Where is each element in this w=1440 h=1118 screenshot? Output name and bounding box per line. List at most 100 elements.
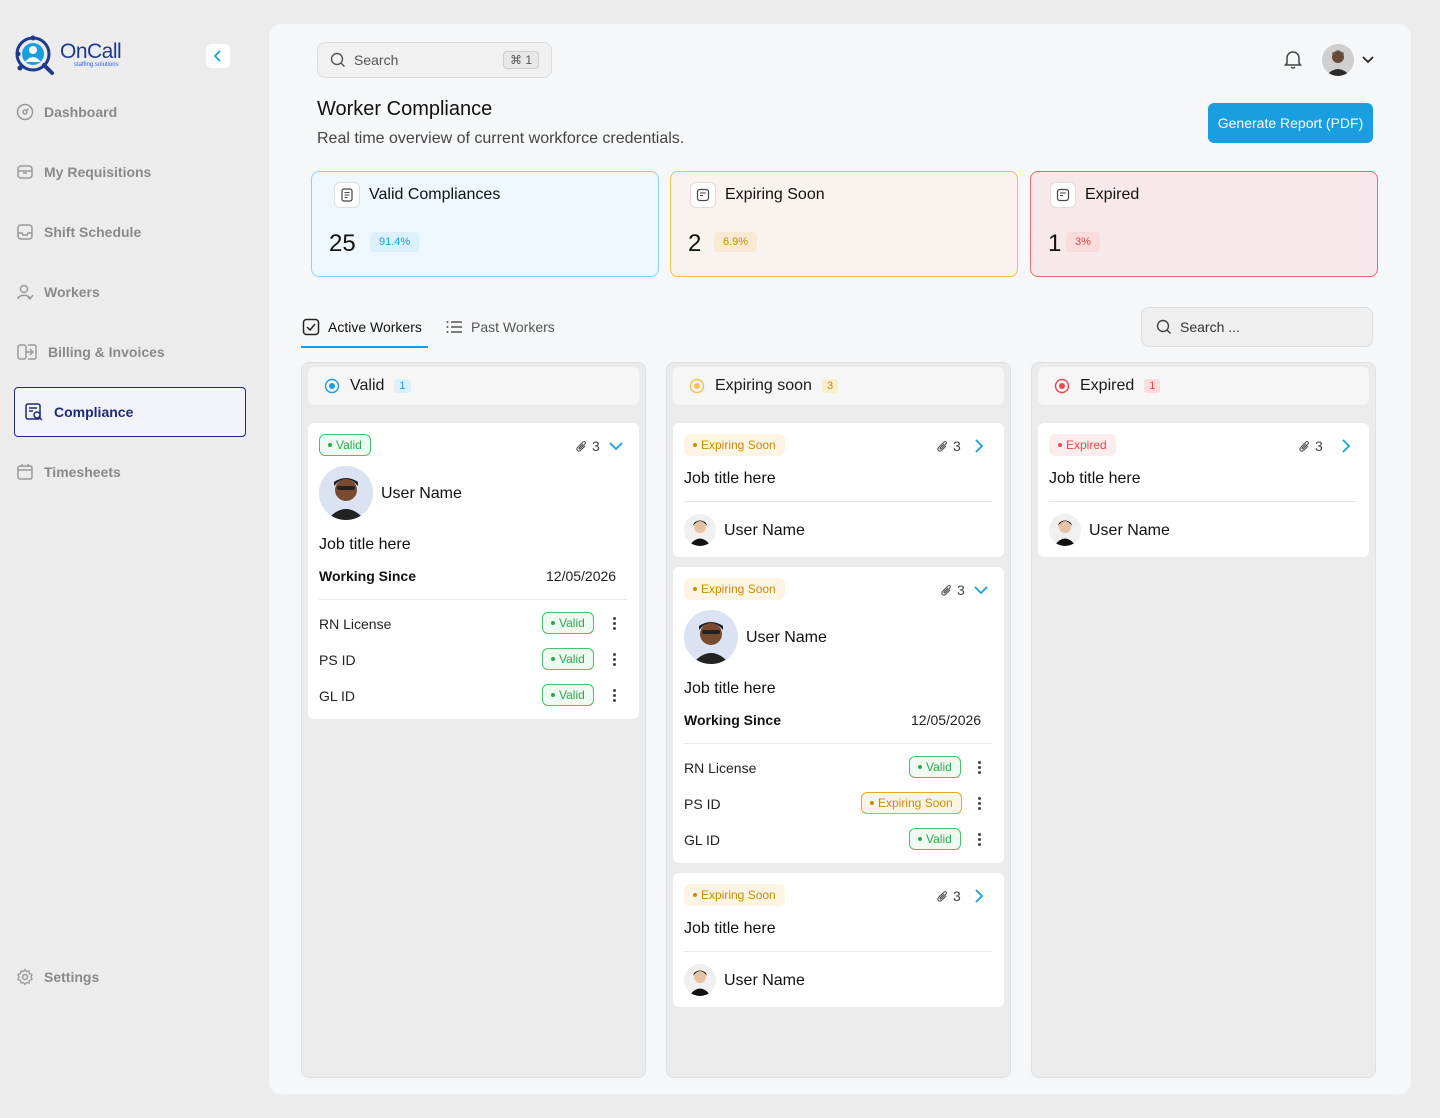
stat-title: Expired <box>1085 186 1140 203</box>
credential-status-badge: Valid <box>542 684 594 706</box>
status-badge: Valid <box>319 434 371 456</box>
attachments-count[interactable]: 3 <box>1298 438 1323 454</box>
stat-card-valid: Valid Compliances 25 91.4% <box>311 171 659 277</box>
chevron-right-icon <box>1342 439 1351 453</box>
open-card-button[interactable] <box>1340 438 1352 454</box>
expand-card-button[interactable] <box>608 439 624 453</box>
page-title: Worker Compliance <box>317 98 493 120</box>
collapse-sidebar-button[interactable] <box>206 44 230 68</box>
sidebar-item-label: Settings <box>44 969 100 985</box>
more-options-icon[interactable] <box>978 759 982 776</box>
user-name: User Name <box>1089 522 1170 539</box>
bell-icon <box>1284 51 1302 69</box>
sidebar-item-shift-schedule[interactable]: Shift Schedule <box>14 207 246 257</box>
credential-name: GL ID <box>684 832 721 848</box>
column-count: 1 <box>1144 379 1161 393</box>
user-menu-toggle[interactable] <box>1361 53 1375 67</box>
user-avatar[interactable] <box>1322 44 1354 76</box>
open-card-button[interactable] <box>973 888 985 904</box>
attachments-count[interactable]: 3 <box>940 582 965 598</box>
column-title: Expired <box>1080 377 1135 394</box>
user-name: User Name <box>746 629 827 646</box>
sidebar-item-label: Shift Schedule <box>44 224 142 240</box>
global-search-input[interactable]: Search ⌘ 1 <box>317 42 552 78</box>
worker-card[interactable]: Expiring Soon 3 Job title here User Name <box>673 873 1004 1007</box>
attachments-count[interactable]: 3 <box>936 438 961 454</box>
more-options-icon[interactable] <box>978 795 982 812</box>
worker-card[interactable]: Valid 3 User Name Job title here Working… <box>308 423 639 719</box>
job-title: Job title here <box>684 680 776 697</box>
avatar <box>684 964 716 996</box>
document-icon <box>334 182 360 208</box>
user-name: User Name <box>724 522 805 539</box>
more-options-icon[interactable] <box>613 687 617 704</box>
attachments-count[interactable]: 3 <box>575 438 600 454</box>
box-icon <box>17 165 33 179</box>
gear-icon <box>17 968 33 986</box>
attachments-count[interactable]: 3 <box>936 888 961 904</box>
paperclip-icon <box>941 584 951 596</box>
column-header: Valid 1 <box>308 367 639 405</box>
sidebar-item-workers[interactable]: Workers <box>14 267 246 317</box>
chevron-down-icon <box>1362 56 1374 64</box>
worker-card[interactable]: Expired 3 Job title here User Name <box>1038 423 1369 557</box>
worker-card[interactable]: Expiring Soon 3 Job title here User Name <box>673 423 1004 557</box>
sidebar-item-timesheets[interactable]: Timesheets <box>14 447 246 497</box>
stat-value: 25 <box>329 230 356 257</box>
compliance-icon <box>25 403 43 421</box>
column-count: 1 <box>394 379 411 393</box>
stat-card-expiring: Expiring Soon 2 6.9% <box>670 171 1018 277</box>
more-options-icon[interactable] <box>978 831 982 848</box>
column-count: 3 <box>821 379 839 393</box>
sidebar-item-settings[interactable]: Settings <box>14 952 246 1002</box>
working-since-label: Working Since <box>319 568 416 584</box>
sidebar-item-billing[interactable]: Billing & Invoices <box>14 327 246 377</box>
brand-name: OnCall <box>60 40 122 63</box>
search-shortcut-badge: ⌘ 1 <box>502 51 539 69</box>
workers-search-input[interactable]: Search ... <box>1141 307 1373 347</box>
checkbox-icon <box>302 318 320 336</box>
search-icon <box>330 52 345 67</box>
sidebar-item-compliance[interactable]: Compliance <box>14 387 246 437</box>
sidebar-item-label: Billing & Invoices <box>48 344 165 360</box>
dashboard-icon <box>16 103 34 121</box>
chevron-down-icon <box>609 442 623 451</box>
more-options-icon[interactable] <box>613 615 617 632</box>
oncall-logo-icon <box>15 35 54 75</box>
search-placeholder: Search ... <box>1180 319 1240 335</box>
worker-card[interactable]: Expiring Soon 3 User Name Job title here… <box>673 567 1004 863</box>
open-card-button[interactable] <box>973 438 985 454</box>
chevron-down-icon <box>974 586 988 595</box>
avatar <box>684 610 738 664</box>
status-badge: Expiring Soon <box>684 578 785 600</box>
tab-past-workers[interactable]: Past Workers <box>445 306 555 348</box>
user-icon <box>17 284 34 300</box>
credential-status-badge: Valid <box>909 756 961 778</box>
more-options-icon[interactable] <box>613 651 617 668</box>
sidebar-item-requisitions[interactable]: My Requisitions <box>14 147 246 197</box>
credential-status-badge: Valid <box>542 612 594 634</box>
working-since-date: 12/05/2026 <box>911 712 982 728</box>
radio-status-icon <box>689 378 705 394</box>
avatar <box>684 514 716 546</box>
tab-active-workers[interactable]: Active Workers <box>302 306 422 348</box>
user-name: User Name <box>724 972 805 989</box>
tab-active-indicator <box>301 346 428 348</box>
expand-card-button[interactable] <box>973 583 989 597</box>
sidebar-item-label: My Requisitions <box>44 164 152 180</box>
paperclip-icon <box>937 440 947 452</box>
column-header: Expiring soon 3 <box>673 367 1004 405</box>
stat-percent: 3% <box>1066 232 1100 252</box>
stat-percent: 6.9% <box>714 232 758 252</box>
list-icon <box>446 321 462 333</box>
notifications-button[interactable] <box>1282 48 1304 70</box>
sidebar-item-dashboard[interactable]: Dashboard <box>14 87 246 137</box>
generate-report-button[interactable]: Generate Report (PDF) <box>1208 103 1373 143</box>
note-icon <box>1050 182 1076 208</box>
divider <box>1049 501 1357 502</box>
working-since-date: 12/05/2026 <box>546 568 617 584</box>
avatar <box>319 466 373 520</box>
job-title: Job title here <box>1049 470 1141 487</box>
sidebar-item-label: Workers <box>44 284 100 300</box>
brand-logo[interactable]: OnCall staffing solutions <box>14 34 122 76</box>
